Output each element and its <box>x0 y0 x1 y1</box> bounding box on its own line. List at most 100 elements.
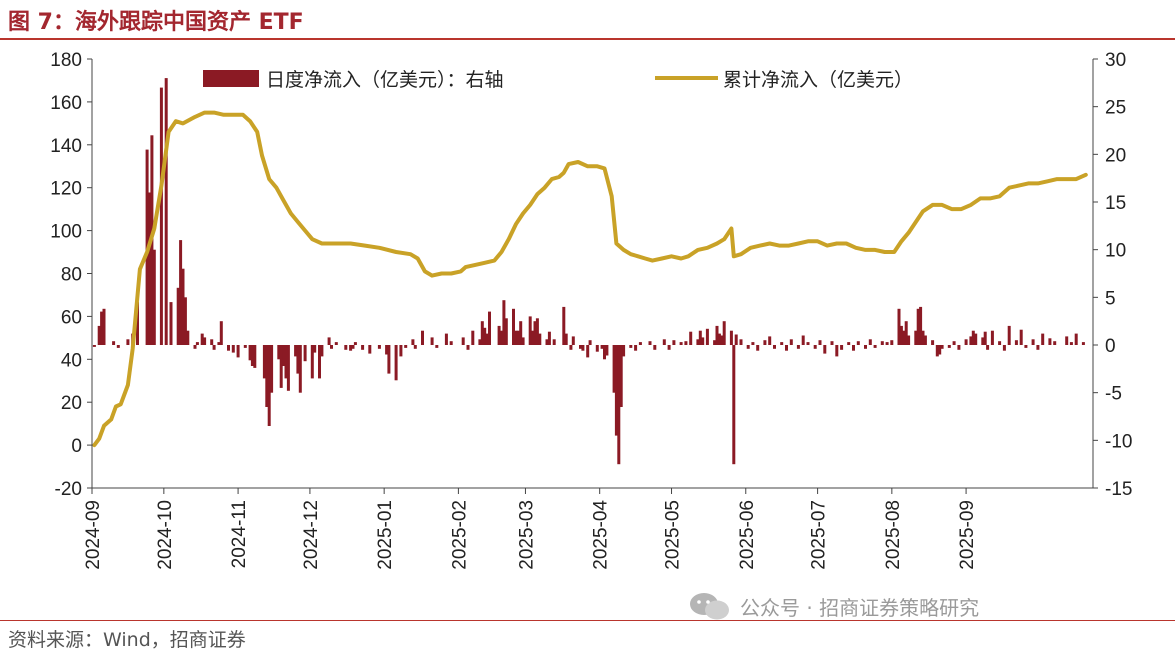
daily-flow-bar <box>705 328 709 345</box>
left-tick-label: 60 <box>61 307 82 328</box>
daily-flow-bar <box>907 335 911 345</box>
daily-flow-bar <box>852 345 855 351</box>
daily-flow-bar <box>471 330 475 345</box>
right-tick-label: 5 <box>1105 288 1116 309</box>
daily-flow-bar <box>195 342 199 345</box>
daily-flow-bar <box>126 339 130 345</box>
daily-flow-bar <box>313 345 317 353</box>
daily-flow-bar <box>1081 342 1085 345</box>
daily-flow-bar <box>92 345 96 347</box>
x-tick-label: 2025-09 <box>957 500 978 570</box>
daily-flow-bar <box>466 345 470 350</box>
daily-flow-bar <box>679 342 683 345</box>
daily-flow-bar <box>986 345 990 350</box>
daily-flow-bar <box>497 325 501 345</box>
daily-flow-bar <box>940 345 944 349</box>
right-tick-label: 30 <box>1105 50 1126 71</box>
daily-flow-bar <box>533 321 537 345</box>
left-tick-label: -20 <box>55 479 82 500</box>
x-tick-label: 2025-02 <box>449 500 470 570</box>
daily-flow-bar <box>751 342 755 345</box>
daily-flow-bar <box>349 345 353 351</box>
daily-flow-bar <box>1069 342 1073 345</box>
daily-flow-bar <box>569 345 573 350</box>
daily-flow-bar <box>957 345 961 350</box>
daily-flow-bar <box>952 341 956 345</box>
daily-flow-bar <box>504 318 508 345</box>
daily-flow-bar <box>571 336 575 345</box>
left-tick-label: 80 <box>61 265 82 286</box>
daily-flow-bar <box>840 345 844 350</box>
daily-flow-bar <box>1074 333 1078 345</box>
daily-flow-bar <box>629 345 633 348</box>
daily-flow-bar <box>885 342 889 345</box>
daily-flow-bar <box>413 345 417 349</box>
daily-flow-bar <box>603 345 606 360</box>
x-tick-label: 2025-01 <box>375 500 396 570</box>
daily-flow-bar <box>334 342 338 345</box>
watermark: 公众号 · 招商证券策略研究 <box>688 589 979 623</box>
daily-flow-bar <box>612 345 616 393</box>
daily-flow-bar <box>485 333 489 345</box>
daily-flow-bar <box>971 330 975 345</box>
daily-flow-bar <box>102 308 106 345</box>
daily-flow-bar <box>739 339 743 345</box>
daily-flow-bar <box>581 345 585 351</box>
daily-flow-bar <box>385 345 389 355</box>
daily-flow-bar <box>835 345 839 357</box>
daily-flow-bar <box>112 341 116 345</box>
daily-flow-bar <box>947 345 951 348</box>
daily-flow-bar <box>512 308 515 345</box>
daily-flow-bar <box>614 345 618 436</box>
daily-flow-bar <box>732 345 736 465</box>
daily-flow-bar <box>547 331 551 345</box>
daily-flow-bar <box>916 308 920 345</box>
daily-flow-bar <box>923 335 927 345</box>
daily-flow-bar <box>521 337 525 345</box>
legend-bar-swatch <box>203 70 259 87</box>
x-tick-label: 2025-03 <box>516 500 537 570</box>
daily-flow-bar <box>899 325 903 345</box>
daily-flow-bar <box>212 345 216 350</box>
daily-flow-bar <box>864 345 867 349</box>
daily-flow-bar <box>267 345 271 426</box>
daily-flow-bar <box>282 345 286 366</box>
axes: 180 160 140 120 100 80 60 40 20 0 -20 30 25 20 15 10 5 0 -… <box>50 50 1132 570</box>
daily-flow-bar <box>152 249 156 345</box>
daily-flow-bar <box>519 321 523 345</box>
daily-flow-bar <box>789 339 793 345</box>
daily-flow-bar <box>399 345 403 357</box>
daily-flow-bar <box>713 340 717 345</box>
daily-flow-bar <box>545 339 549 345</box>
daily-flow-bar <box>734 334 738 345</box>
watermark-text: 公众号 · 招商证券策略研究 <box>740 595 980 620</box>
daily-flow-bar <box>97 325 101 345</box>
x-tick-label: 2024-11 <box>229 500 250 568</box>
daily-flow-bar <box>720 335 724 345</box>
daily-flow-bar <box>528 316 532 345</box>
daily-flow-bar <box>327 337 331 345</box>
daily-flow-bar <box>796 345 800 349</box>
daily-flow-bar <box>394 345 398 381</box>
daily-flow-bar <box>169 302 173 345</box>
left-tick-label: 160 <box>50 93 82 114</box>
daily-flow-bar <box>763 340 767 345</box>
daily-flow-bar <box>698 330 702 345</box>
daily-flow-bar <box>662 339 666 345</box>
daily-flow-bar <box>689 331 693 345</box>
daily-flow-bar <box>159 87 163 345</box>
daily-flow-bar <box>236 345 240 358</box>
daily-flow-bar <box>411 339 415 345</box>
daily-flow-bar <box>248 345 252 361</box>
daily-flow-bar <box>181 268 185 345</box>
daily-flow-bar <box>998 341 1002 345</box>
source-note: 资料来源：Wind，招商证券 <box>8 629 246 651</box>
daily-flow-bar <box>722 321 726 345</box>
daily-flow-bar <box>904 321 908 345</box>
daily-flow-bar <box>1019 329 1023 345</box>
daily-flow-bar <box>265 345 269 407</box>
daily-flow-bar <box>617 345 621 465</box>
daily-flow-bar <box>330 345 333 349</box>
daily-flow-bar <box>483 327 487 345</box>
daily-flow-bar <box>136 302 139 345</box>
